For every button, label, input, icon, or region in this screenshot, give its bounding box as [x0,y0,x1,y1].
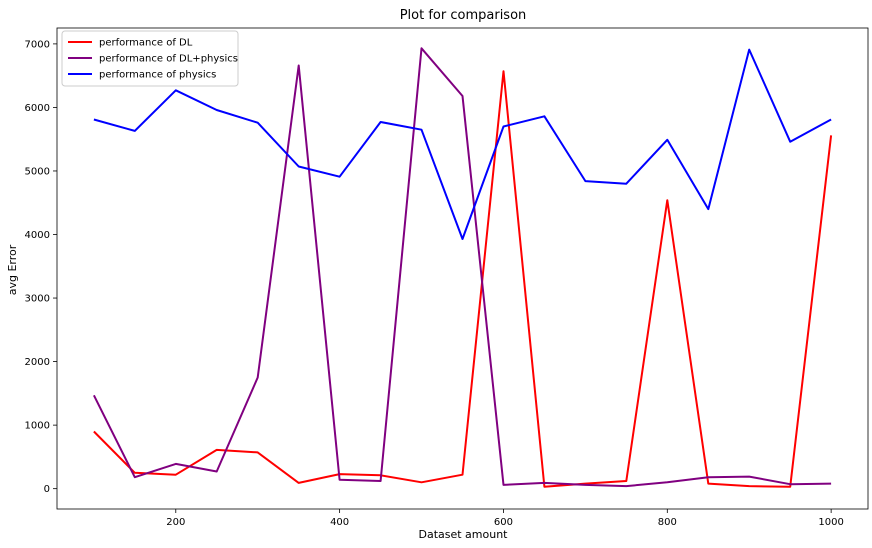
x-tick-label: 1000 [818,517,843,528]
series-line-0 [93,70,833,488]
legend-label-0: performance of DL [99,38,193,49]
axes-layer: 200 400 600 800 1000 0 1000 2000 3000 4000 5000 600… [25,27,869,528]
y-tick-label: 1000 [25,421,50,432]
legend-box [61,30,239,87]
y-tick-label: 5000 [25,166,50,177]
y-tick-label: 0 [44,484,50,495]
y-tick-label: 2000 [25,357,50,368]
legend-label-1: performance of DL+physics [99,54,238,65]
x-tick-label: 400 [330,517,349,528]
y-tick-label: 6000 [25,103,50,114]
series-line-1 [93,47,832,488]
y-tick-label: 4000 [25,230,50,241]
series-line-2 [93,48,832,240]
x-tick-label: 800 [658,517,677,528]
legend: performance of DL performance of DL+physi… [61,30,239,87]
series-layer [93,47,833,488]
y-tick-label: 3000 [25,294,50,305]
plot-frame [56,27,869,510]
x-axis-label: Dataset amount [418,528,508,541]
legend-label-2: performance of physics [99,70,216,81]
chart-title: Plot for comparison [400,8,527,23]
x-tick-label: 200 [166,517,185,528]
y-tick-label: 7000 [25,39,50,50]
x-tick-label: 600 [494,517,513,528]
y-axis-label: avg Error [6,244,19,295]
